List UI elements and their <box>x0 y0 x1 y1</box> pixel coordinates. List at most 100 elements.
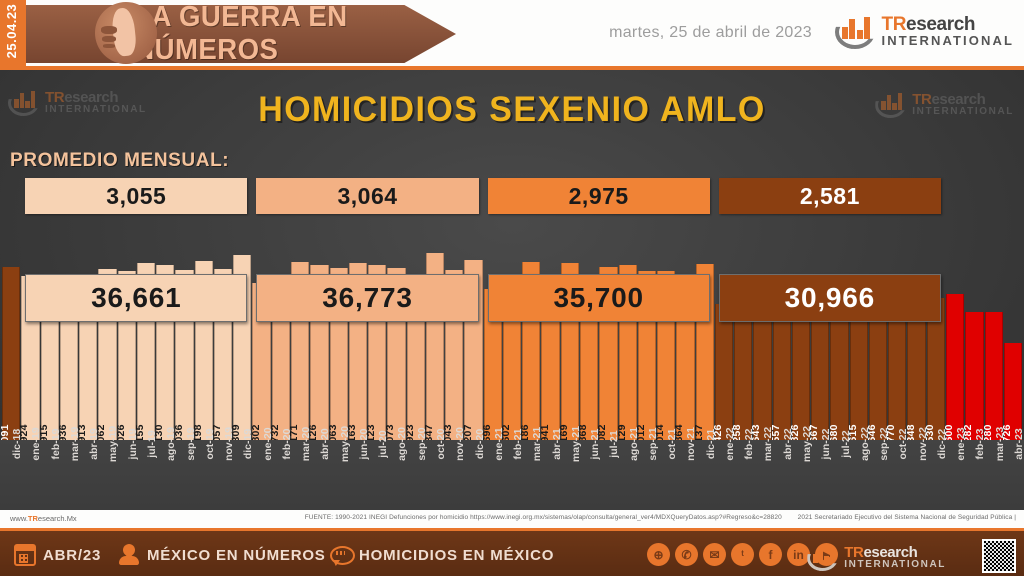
bar-column: 3,073 <box>384 242 406 452</box>
axis-tick: sep-19 <box>175 427 197 510</box>
monthly-average-label: PROMEDIO MENSUAL: <box>10 150 230 171</box>
bar-column: 3,012 <box>635 242 657 452</box>
bar-column: 2,936 <box>57 242 79 452</box>
bar-column: 2,941 <box>539 242 560 452</box>
logo-tr: TR <box>881 14 907 35</box>
axis-tick: jun-21 <box>580 429 601 510</box>
axis-tick: jul-22 <box>830 430 852 510</box>
axis-tick: feb-20 <box>272 429 293 510</box>
bar-column: 2,557 <box>770 242 791 452</box>
bar-column: 2,913 <box>76 242 98 452</box>
chart-bar: 2,770 <box>885 285 907 452</box>
bar-column: 3,091 <box>0 242 21 452</box>
linkedin-icon[interactable]: in <box>787 543 810 566</box>
twitter-icon[interactable]: ᵗ <box>731 543 754 566</box>
axis-tick: mar-19 <box>60 427 81 510</box>
monthly-average-box: 3,064 <box>256 178 479 214</box>
chart-x-axis: dic-18 ene-19 feb-19 mar-19 abr-19 may-19 jun-… <box>0 426 1024 510</box>
logo-international: INTERNATIONAL <box>881 33 1014 48</box>
logo-tr: TR <box>844 543 864 561</box>
source-credit-secondary: 2021 Secretariado Ejecutivo del Sistema … <box>797 514 1016 521</box>
chart-bar: 2,280 <box>982 312 1003 452</box>
chart-bar: 2,802 <box>250 283 271 452</box>
qr-code[interactable] <box>982 539 1016 573</box>
chart-bar: 2,646 <box>866 292 888 452</box>
footer-item-homicidios[interactable]: HOMICIDIOS EN MÉXICO <box>330 544 554 566</box>
monthly-average-box: 2,975 <box>487 178 710 214</box>
chart-bar: 2,732 <box>269 287 290 452</box>
bar-column: 2,770 <box>885 242 907 452</box>
header-rule <box>0 66 1024 70</box>
footer-item-mexico-en-numeros[interactable]: MÉXICO EN NÚMEROS <box>118 544 326 566</box>
source-credit: FUENTE: 1990-2021 INEGI Defunciones por … <box>305 514 1016 521</box>
axis-tick: jun-20 <box>349 429 370 510</box>
bar-column: 3,207 <box>462 242 483 452</box>
bar-column: 3,057 <box>211 242 233 452</box>
bar-column: 2,802 <box>250 242 271 452</box>
main-panel: TResearch INTERNATIONAL TResearch INTERN… <box>0 70 1024 576</box>
bar-column: 3,129 <box>616 242 637 452</box>
axis-tick: ene-19 <box>21 427 42 510</box>
logo-international: INTERNATIONAL <box>844 558 946 570</box>
watermark-logo-left: TResearch INTERNATIONAL <box>8 88 147 116</box>
footer-mexico-label: MÉXICO EN NÚMEROS <box>147 546 326 564</box>
logo-esearch: esearch <box>906 14 976 35</box>
bar-column: 3,014 <box>654 242 676 452</box>
logo-tr: TR <box>912 90 932 108</box>
axis-tick: jul-20 <box>368 430 389 510</box>
footer-date-label: ABR/23 <box>43 546 102 564</box>
bar-column: 3,130 <box>153 242 175 452</box>
axis-tick: ene-20 <box>252 427 274 510</box>
globe-icon[interactable]: ⊕ <box>647 543 670 566</box>
axis-tick: jul-21 <box>599 430 620 510</box>
whatsapp-icon[interactable]: ✆ <box>675 543 698 566</box>
chart-bar: 2,696 <box>481 289 502 452</box>
date-tab-label: 25.04.23 <box>4 3 19 59</box>
logo-esearch: esearch <box>931 90 986 108</box>
group-total-box: 35,700 <box>487 274 710 322</box>
axis-tick: abr-20 <box>310 428 331 510</box>
axis-tick: abr-19 <box>79 428 100 510</box>
footer-homicidios-label: HOMICIDIOS EN MÉXICO <box>359 546 555 564</box>
website-label: www.TResearch.Mx <box>10 514 77 523</box>
axis-tick: nov-21 <box>676 427 697 510</box>
monthly-average-row: 3,055 3,064 2,975 2,581 <box>0 178 1024 214</box>
footer-item-date[interactable]: ABR/23 <box>14 544 101 566</box>
bar-column: 3,155 <box>134 242 156 452</box>
chart-bar: 2,282 <box>962 312 984 452</box>
axis-tick: oct-19 <box>195 429 216 510</box>
chart-bar: 3,091 <box>0 267 21 452</box>
chart-bar: 2,680 <box>828 290 849 452</box>
axis-tick: sep-21 <box>638 427 659 510</box>
axis-tick: jun-22 <box>811 429 832 510</box>
tresearch-mark-icon <box>8 88 42 116</box>
axis-tick: may-20 <box>330 426 351 510</box>
bar-column: 3,186 <box>519 242 541 452</box>
axis-tick: may-21 <box>561 426 582 510</box>
date-tab: 25.04.23 <box>0 0 26 70</box>
bar-column: 3,163 <box>346 242 368 452</box>
facebook-icon[interactable]: f <box>759 543 782 566</box>
bar-column: 2,602 <box>500 242 522 452</box>
chat-bubble-icon <box>330 544 355 566</box>
axis-tick-label: abr-23 <box>1012 428 1024 460</box>
mail-icon[interactable]: ✉ <box>703 543 726 566</box>
axis-tick: jun-19 <box>118 429 139 510</box>
axis-tick: ago-22 <box>850 427 871 510</box>
social-links[interactable]: ⊕ ✆ ✉ ᵗ f in ▶ <box>647 543 838 566</box>
tresearch-logo-footer: TResearch INTERNATIONAL <box>807 543 946 571</box>
group-total-box: 36,661 <box>25 274 248 322</box>
axis-tick: ago-21 <box>619 427 640 510</box>
axis-tick: oct-20 <box>426 429 447 510</box>
axis-tick: ene-21 <box>484 427 505 510</box>
axis-tick: dic-18 <box>2 429 23 510</box>
chart-bar: 2,530 <box>924 298 946 452</box>
bar-column: 2,924 <box>18 242 40 452</box>
axis-tick: feb-19 <box>41 429 62 510</box>
chart-bar: 2,557 <box>770 297 791 452</box>
axis-tick: sep-20 <box>407 427 428 510</box>
bar-column: 2,696 <box>481 242 502 452</box>
tresearch-mark-icon <box>834 13 879 49</box>
chart-bar: 2,348 <box>905 309 926 452</box>
bar-column: 3,126 <box>307 242 329 452</box>
